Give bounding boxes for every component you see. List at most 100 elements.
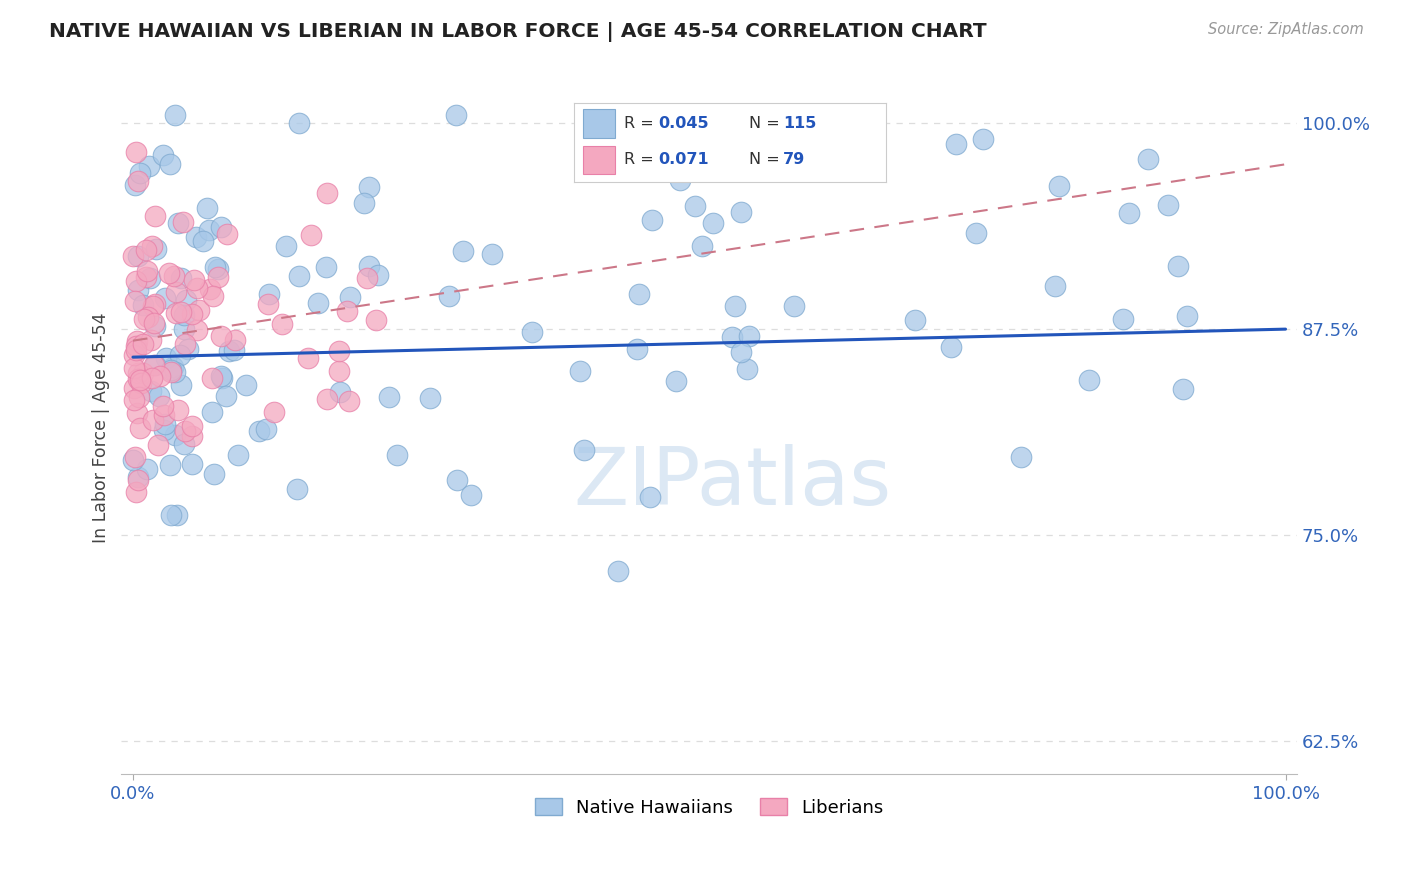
Point — [201, 371, 224, 385]
Point — [127, 372, 149, 386]
Point — [209, 328, 232, 343]
Point — [226, 448, 249, 462]
Point — [451, 244, 474, 258]
Point — [129, 376, 152, 390]
Point — [200, 405, 222, 419]
Point — [160, 363, 183, 377]
Point — [367, 268, 389, 283]
Point — [180, 429, 202, 443]
Point — [159, 458, 181, 473]
Text: NATIVE HAWAIIAN VS LIBERIAN IN LABOR FORCE | AGE 45-54 CORRELATION CHART: NATIVE HAWAIIAN VS LIBERIAN IN LABOR FOR… — [49, 22, 987, 42]
Point — [315, 186, 337, 200]
Point — [224, 334, 246, 348]
Point — [173, 322, 195, 336]
Point — [444, 108, 467, 122]
Point — [724, 299, 747, 313]
Point — [160, 508, 183, 522]
Point — [1118, 206, 1140, 220]
Point — [1111, 312, 1133, 326]
Point — [132, 311, 155, 326]
Point — [143, 316, 166, 330]
Point — [125, 145, 148, 159]
Point — [307, 296, 329, 310]
Point — [148, 389, 170, 403]
Point — [128, 390, 150, 404]
Point — [965, 226, 987, 240]
Point — [152, 399, 174, 413]
Point — [132, 336, 155, 351]
Point — [169, 348, 191, 362]
Point — [141, 239, 163, 253]
Point — [315, 392, 337, 406]
Point — [328, 364, 350, 378]
Point — [132, 366, 155, 380]
Point — [177, 342, 200, 356]
Point — [207, 270, 229, 285]
Point — [146, 438, 169, 452]
Point — [127, 249, 149, 263]
Point — [186, 229, 208, 244]
Point — [211, 371, 233, 385]
Point — [173, 425, 195, 439]
Point — [143, 358, 166, 372]
Point — [128, 373, 150, 387]
Point — [972, 132, 994, 146]
Legend: Native Hawaiians, Liberians: Native Hawaiians, Liberians — [527, 790, 891, 824]
Point — [1077, 373, 1099, 387]
Point — [288, 268, 311, 283]
Point — [263, 405, 285, 419]
Point — [720, 330, 742, 344]
Text: ZIPatlas: ZIPatlas — [574, 444, 891, 523]
Point — [188, 302, 211, 317]
Point — [207, 262, 229, 277]
Point — [153, 291, 176, 305]
Point — [1175, 309, 1198, 323]
Point — [139, 384, 162, 398]
Point — [638, 491, 661, 505]
Point — [664, 374, 686, 388]
Point — [122, 393, 145, 408]
Point — [122, 249, 145, 263]
Point — [153, 417, 176, 431]
Point — [285, 482, 308, 496]
Point — [315, 260, 337, 274]
Point — [607, 564, 630, 578]
Point — [1157, 198, 1180, 212]
Point — [259, 287, 281, 301]
Point — [215, 389, 238, 403]
Point — [124, 361, 146, 376]
Point — [297, 351, 319, 366]
Point — [136, 310, 159, 324]
Point — [668, 173, 690, 187]
Point — [209, 368, 232, 383]
Point — [183, 273, 205, 287]
Point — [690, 238, 713, 252]
Point — [142, 413, 165, 427]
Point — [143, 297, 166, 311]
Point — [730, 205, 752, 219]
Point — [904, 313, 927, 327]
Point — [122, 453, 145, 467]
Y-axis label: In Labor Force | Age 45-54: In Labor Force | Age 45-54 — [93, 313, 110, 543]
Point — [162, 360, 184, 375]
Point — [166, 508, 188, 522]
Point — [460, 487, 482, 501]
Point — [125, 485, 148, 500]
Point — [572, 442, 595, 457]
Point — [626, 342, 648, 356]
Point — [173, 308, 195, 322]
Point — [180, 419, 202, 434]
Point — [165, 365, 187, 379]
Point — [152, 148, 174, 162]
Point — [132, 298, 155, 312]
Point — [235, 378, 257, 392]
Point — [124, 450, 146, 464]
Point — [357, 259, 380, 273]
Point — [165, 306, 187, 320]
Point — [481, 247, 503, 261]
Point — [1043, 279, 1066, 293]
Point — [224, 343, 246, 357]
Point — [153, 408, 176, 422]
Point — [125, 339, 148, 353]
Point — [160, 365, 183, 379]
